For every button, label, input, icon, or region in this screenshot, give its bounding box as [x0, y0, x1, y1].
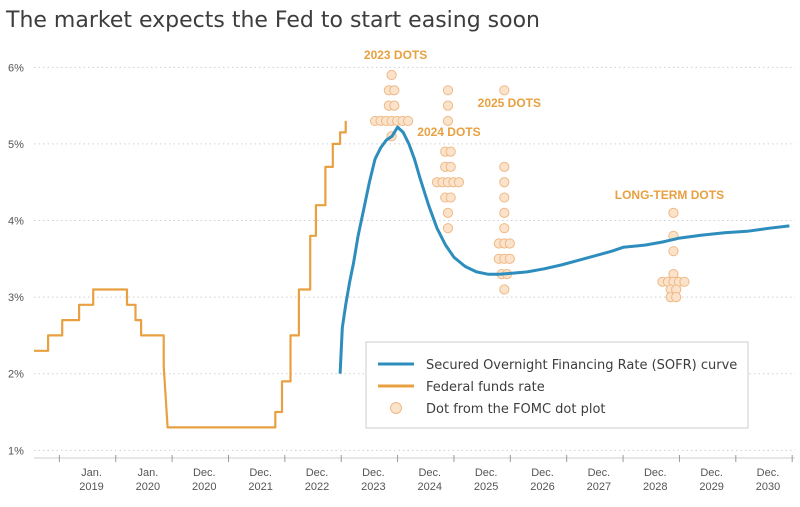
- x-tick-label: Jan.: [81, 467, 102, 479]
- fomc-dots: [369, 69, 690, 303]
- x-tick-label: 2028: [643, 481, 667, 493]
- dot-group-label: 2023 DOTS: [364, 48, 427, 62]
- x-tick-label: Dec.: [588, 467, 611, 479]
- x-axis: Jan. 2019 Jan. 2020 Dec. 2020 Dec. 2021 Dec. 2022…: [34, 455, 795, 493]
- series-lines: [34, 120, 790, 429]
- x-tick-label: Dec.: [418, 467, 441, 479]
- x-tick-label: Dec.: [475, 467, 498, 479]
- fomc-dot: [389, 100, 400, 111]
- legend-sofr-label: Secured Overnight Financing Rate (SOFR) …: [426, 358, 737, 373]
- fomc-dot: [499, 177, 510, 188]
- x-tick-label: Dec.: [362, 467, 385, 479]
- chart-title: The market expects the Fed to start easi…: [6, 8, 540, 33]
- x-tick-label: 2021: [248, 481, 272, 493]
- fomc-dot: [389, 85, 400, 96]
- x-tick-label: 2024: [418, 481, 442, 493]
- x-tick-label: Dec.: [306, 467, 329, 479]
- y-tick-label: 6%: [8, 62, 24, 74]
- fomc-dot: [445, 192, 456, 203]
- fomc-dot: [445, 161, 456, 173]
- fed-funds-line: [34, 120, 347, 429]
- x-tick-label: 2026: [530, 481, 554, 493]
- x-tick-label: Jan.: [138, 467, 159, 479]
- x-tick-label: 2020: [136, 481, 160, 493]
- y-tick-label: 1%: [8, 445, 24, 457]
- y-tick-label: 4%: [8, 216, 24, 228]
- fomc-dot: [442, 115, 454, 127]
- fomc-dot: [442, 207, 454, 218]
- fomc-dot: [668, 207, 679, 218]
- fomc-dot: [499, 161, 510, 173]
- fomc-dot: [504, 253, 515, 264]
- sofr-curve: [338, 125, 790, 374]
- fomc-dot: [453, 177, 465, 188]
- legend-box: [365, 341, 749, 429]
- fomc-dot: [499, 207, 510, 218]
- x-tick-label: 2020: [192, 481, 216, 493]
- y-tick-label: 5%: [8, 139, 24, 151]
- y-tick-label: 3%: [8, 292, 24, 304]
- fomc-dot: [499, 284, 510, 295]
- dot-group-label: 2025 DOTS: [478, 96, 541, 110]
- fomc-dot: [445, 146, 456, 157]
- fomc-dot: [442, 85, 454, 96]
- fomc-dot: [671, 292, 682, 303]
- fomc-dot: [499, 223, 510, 234]
- legend-dot-swatch: [390, 402, 402, 414]
- dot-group-label: LONG-TERM DOTS: [615, 188, 724, 202]
- grid: [34, 66, 795, 451]
- x-tick-label: Dec.: [193, 467, 216, 479]
- fomc-dot: [386, 69, 397, 81]
- fomc-dot: [499, 85, 510, 96]
- x-tick-label: 2019: [79, 481, 103, 493]
- fomc-dot: [402, 115, 414, 127]
- x-tick-label: 2030: [756, 481, 780, 493]
- dot-annotations: 2023 DOTS 2024 DOTS 2025 DOTS LONG-TERM DOT…: [364, 48, 724, 202]
- x-tick-label: 2029: [699, 481, 723, 493]
- y-tick-label: 2%: [8, 369, 24, 381]
- x-tick-label: 2022: [305, 481, 329, 493]
- y-axis: 1% 2% 3% 4% 5% 6%: [8, 62, 24, 457]
- legend-dot-label: Dot from the FOMC dot plot: [426, 402, 606, 417]
- fomc-dot: [504, 238, 515, 249]
- x-tick-label: Dec.: [531, 467, 554, 479]
- x-tick-label: 2025: [474, 481, 498, 493]
- legend: Secured Overnight Financing Rate (SOFR) …: [365, 341, 749, 429]
- x-tick-label: Dec.: [249, 467, 272, 479]
- dot-group-label: 2024 DOTS: [417, 125, 480, 139]
- fomc-dot: [442, 100, 454, 111]
- fomc-dot: [442, 223, 454, 234]
- legend-fed-label: Federal funds rate: [426, 380, 545, 395]
- x-tick-label: Dec.: [644, 467, 667, 479]
- x-tick-label: 2023: [361, 481, 385, 493]
- fomc-dot: [499, 192, 510, 203]
- fomc-dot: [668, 246, 679, 257]
- x-tick-label: 2027: [587, 481, 611, 493]
- fomc-dot: [679, 276, 690, 287]
- x-tick-label: Dec.: [757, 467, 780, 479]
- x-tick-label: Dec.: [700, 467, 723, 479]
